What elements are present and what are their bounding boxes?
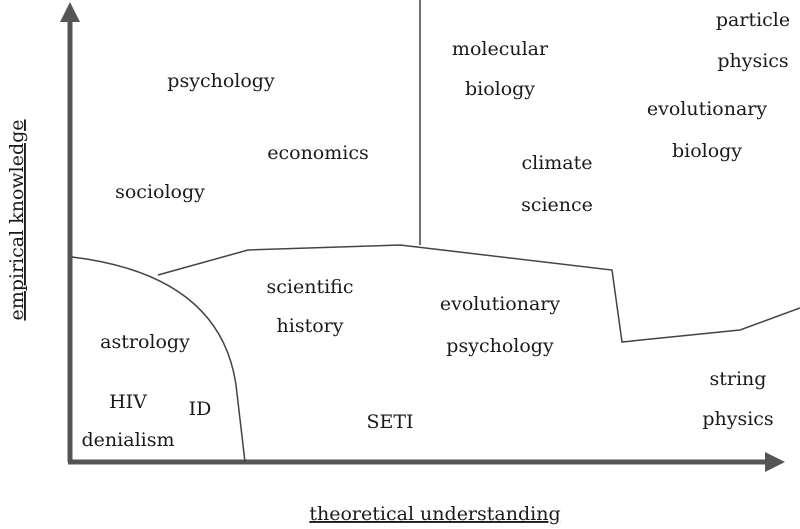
region-label: climate — [521, 152, 592, 174]
region-label: science — [521, 194, 593, 216]
region-label: scientific — [267, 276, 354, 298]
labels: psychology economics sociology molecular bio… — [82, 9, 791, 451]
region-label: sociology — [115, 181, 205, 203]
region-label: psychology — [446, 335, 554, 357]
region-label: physics — [717, 50, 788, 72]
x-axis-label: theoretical understanding — [309, 503, 560, 525]
region-label: denialism — [82, 429, 175, 451]
region-label: string — [710, 368, 767, 390]
region-label: history — [277, 315, 344, 337]
boundary-line — [157, 244, 800, 343]
region-label: molecular — [452, 38, 549, 60]
boundary-curve — [71, 256, 246, 463]
region-label: biology — [465, 78, 535, 100]
region-label: HIV — [109, 391, 147, 413]
y-axis-label: empirical knowledge — [6, 119, 28, 320]
region-label: SETI — [366, 411, 413, 433]
region-label: psychology — [167, 70, 275, 92]
region-label: particle — [716, 9, 790, 31]
region-label: biology — [672, 140, 742, 162]
region-label: ID — [189, 398, 212, 420]
region-label: astrology — [100, 331, 190, 353]
region-label: physics — [702, 408, 773, 430]
region-label: evolutionary — [440, 293, 561, 315]
region-label: evolutionary — [647, 98, 768, 120]
region-label: economics — [267, 142, 369, 164]
